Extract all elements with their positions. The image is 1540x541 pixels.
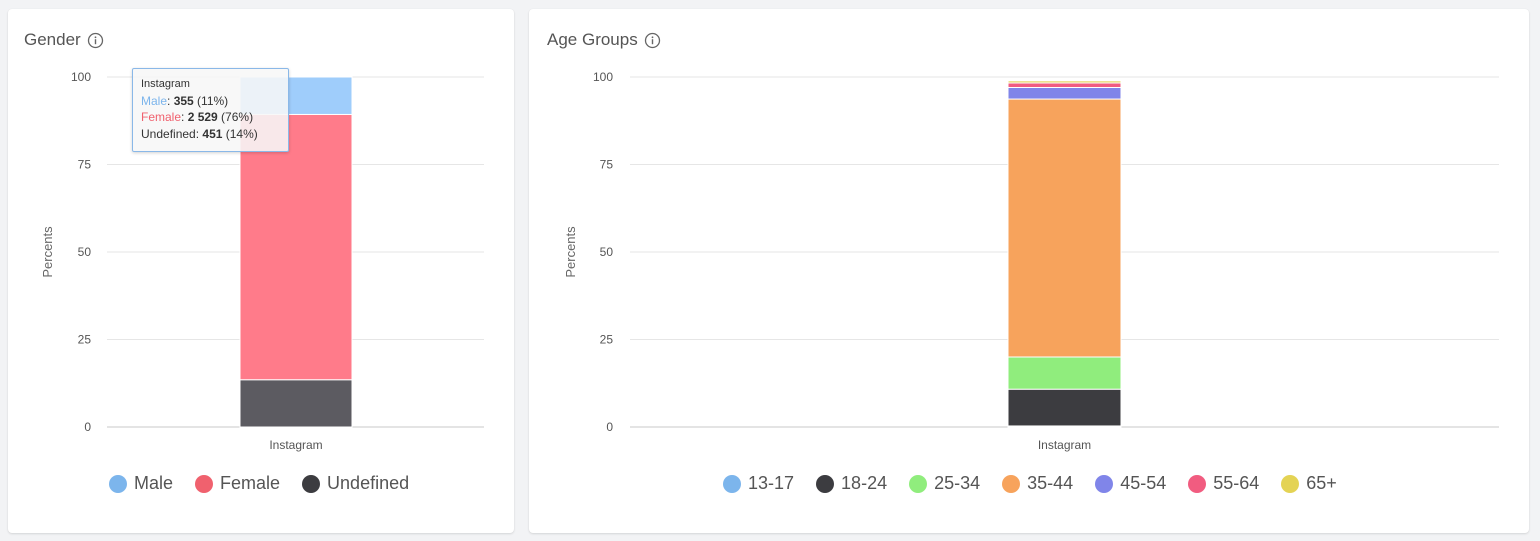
age-chart: 0 25 50 75 100 Percents Instagram	[563, 70, 1499, 452]
tooltip-label: Undefined	[141, 126, 196, 141]
age-card-header: Age Groups	[547, 30, 661, 50]
y-tick-label: 0	[84, 420, 91, 434]
y-tick-label: 50	[600, 245, 614, 259]
legend-label: 35-44	[1027, 473, 1074, 493]
age-legend: 13-17 18-24 25-34 35-44 45-54 55-64 65+	[723, 473, 1337, 494]
x-tick-label: Instagram	[1038, 438, 1091, 452]
y-tick-label: 25	[600, 333, 614, 347]
gender-chart-title: Gender	[24, 30, 81, 49]
y-tick-label: 0	[606, 420, 613, 434]
bar-segment-35-44[interactable]	[1007, 98, 1122, 358]
tooltip-separator: :	[181, 110, 188, 124]
tooltip-value: 451	[202, 126, 223, 141]
legend-label: 13-17	[748, 473, 795, 493]
tooltip-percent: (76%)	[217, 110, 254, 124]
tooltip-row-undefined: Undefined: 451 (14%)	[141, 126, 280, 143]
legend-marker	[909, 474, 928, 493]
legend-label: 65+	[1306, 473, 1337, 493]
legend-label: 45-54	[1120, 473, 1167, 493]
legend-marker	[109, 474, 127, 493]
tooltip-value: 355	[173, 93, 194, 108]
gender-legend: Male Female Undefined	[109, 473, 409, 494]
tooltip-value: 2 529	[187, 110, 218, 124]
y-tick-label: 100	[71, 70, 91, 84]
legend-item-13-17[interactable]: 13-17	[723, 473, 794, 494]
tooltip-label: Male	[141, 93, 168, 108]
legend-label: 55-64	[1213, 473, 1260, 493]
legend-label: Female	[220, 473, 281, 493]
tooltip-percent: (14%)	[222, 126, 258, 141]
chart-tooltip: Instagram Male: 355 (11%) Female: 2 529 …	[132, 68, 289, 152]
legend-item-45-54[interactable]: 45-54	[1095, 473, 1166, 494]
info-icon[interactable]	[644, 32, 661, 49]
legend-marker	[723, 474, 741, 493]
bar-segment-female[interactable]	[239, 113, 353, 381]
bar-segment-55-64[interactable]	[1007, 82, 1122, 88]
tooltip-row-male: Male: 355 (11%)	[141, 93, 280, 110]
legend-marker	[1281, 474, 1300, 493]
y-axis-label: Percents	[40, 226, 55, 278]
tooltip-row-female: Female: 2 529 (76%)	[141, 109, 280, 126]
bar-segment-45-54[interactable]	[1007, 87, 1122, 100]
legend-item-55-64[interactable]: 55-64	[1188, 473, 1259, 494]
bar-segment-18-24[interactable]	[1007, 388, 1122, 427]
legend-marker	[195, 474, 214, 493]
legend-item-male[interactable]: Male	[109, 473, 173, 494]
legend-marker	[1095, 474, 1114, 493]
gender-card-header: Gender	[24, 30, 104, 50]
tooltip-separator: :	[167, 93, 174, 108]
legend-item-undefined[interactable]: Undefined	[302, 473, 409, 494]
y-axis-label: Percents	[563, 226, 578, 278]
legend-label: Male	[134, 473, 174, 493]
legend-item-18-24[interactable]: 18-24	[816, 473, 887, 494]
y-tick-label: 75	[600, 158, 614, 172]
gender-card: Gender 0 25 50 75 100 Percents Instagram Male F…	[8, 9, 514, 533]
x-tick-label: Instagram	[269, 438, 322, 452]
legend-item-female[interactable]: Female	[195, 473, 280, 494]
legend-marker	[302, 474, 321, 493]
legend-marker	[1188, 474, 1207, 493]
y-tick-label: 100	[593, 70, 613, 84]
legend-item-35-44[interactable]: 35-44	[1002, 473, 1073, 494]
age-chart-title: Age Groups	[547, 30, 638, 49]
y-tick-label: 50	[78, 245, 92, 259]
info-icon[interactable]	[87, 32, 104, 49]
legend-marker	[1002, 474, 1021, 493]
gender-chart: 0 25 50 75 100 Percents Instagram	[40, 70, 484, 452]
legend-item-25-34[interactable]: 25-34	[909, 473, 980, 494]
tooltip-separator: :	[195, 126, 203, 141]
bar-segment-undefined[interactable]	[239, 379, 353, 428]
y-tick-label: 75	[78, 158, 92, 172]
legend-item-65-[interactable]: 65+	[1281, 473, 1337, 494]
age-groups-card: Age Groups 0 25 50 75 100 Percents Instagram 1…	[529, 9, 1529, 533]
legend-marker	[816, 474, 835, 493]
y-tick-label: 25	[78, 333, 92, 347]
tooltip-title: Instagram	[141, 78, 190, 90]
legend-label: 25-34	[934, 473, 981, 493]
tooltip-percent: (11%)	[193, 93, 229, 108]
legend-label: 18-24	[841, 473, 888, 493]
legend-label: Undefined	[327, 473, 410, 493]
bar-segment-65-[interactable]	[1007, 80, 1122, 84]
tooltip-label: Female	[141, 110, 182, 124]
bar-segment-25-34[interactable]	[1007, 356, 1122, 390]
